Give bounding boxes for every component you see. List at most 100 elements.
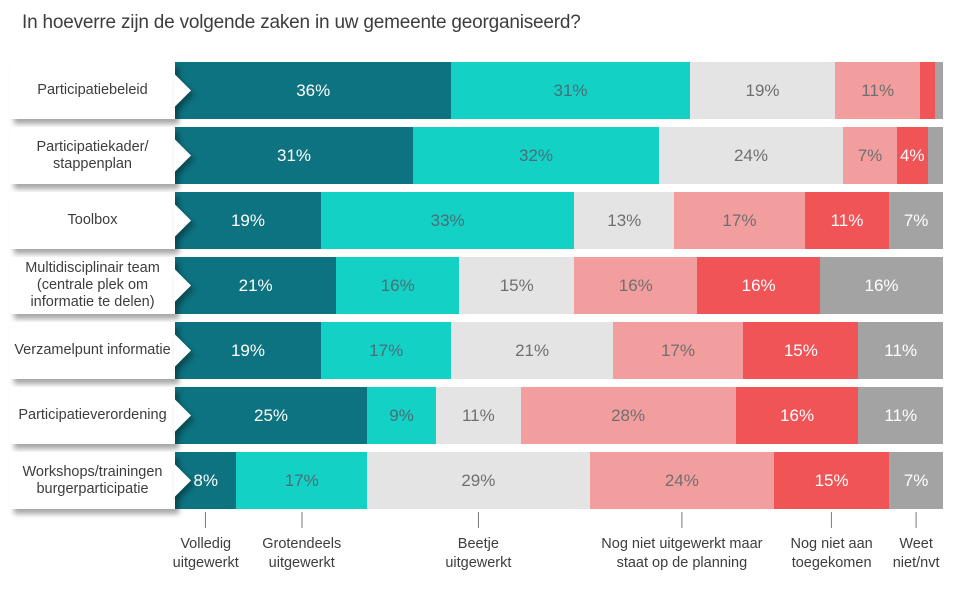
bar-segment: 11% <box>858 387 943 444</box>
bar-segment: 17% <box>612 322 744 379</box>
bar-segment: 13% <box>574 192 675 249</box>
category-label: Multidisciplinair team (centrale plek om i… <box>10 257 191 314</box>
bar-segment <box>935 62 943 119</box>
bar-segment: 11% <box>804 192 890 249</box>
legend-tick-line <box>681 512 683 528</box>
category-label-line: burgerparticipatie <box>36 480 149 497</box>
stacked-bar: 21% 16% 15% 16% 16% 16% <box>175 257 943 314</box>
category-label-line: Verzamelpunt informatie <box>14 342 171 358</box>
bar-segment: 7% <box>889 192 943 249</box>
arrow-right-shape <box>174 138 191 173</box>
category-label: Participatiekader/stappenplan <box>10 127 191 184</box>
arrow-right-shape <box>174 398 191 433</box>
bar-segment <box>927 127 943 184</box>
category-label-line: Toolbox <box>67 212 118 228</box>
legend-label-line: staat op de planning <box>616 555 748 571</box>
legend-label: Nog niet uitgewerkt maar staat op de plan… <box>601 535 762 573</box>
legend-item: Grotendeels uitgewerkt <box>262 512 341 573</box>
chart-row: Multidisciplinair team (centrale plek om i… <box>0 257 968 314</box>
legend-label-line: Nog niet aan <box>790 536 873 552</box>
stacked-bar: 8% 17% 29% 24% 15% 7% <box>175 452 943 509</box>
bar-segment: 16% <box>735 387 859 444</box>
bar-segment: 16% <box>336 257 460 314</box>
legend-label-line: niet/nvt <box>892 555 940 571</box>
bar-segment: 24% <box>658 127 844 184</box>
chart-row: Toolbox 19% 33% 13% 17% 11% 7% <box>0 192 968 249</box>
category-label-line: stappenplan <box>52 155 132 172</box>
arrow-right-shape <box>174 73 191 108</box>
label-arrow-icon <box>174 268 191 303</box>
bar-segment: 4% <box>896 127 928 184</box>
legend: Volledig uitgewerkt Grotendeels uitgewerkt B… <box>173 512 943 597</box>
legend-label-line: Volledig <box>180 536 232 552</box>
legend-item: Weet niet/nvt <box>893 512 940 573</box>
category-label: Toolbox <box>10 192 191 249</box>
bar-segment: 21% <box>175 257 337 314</box>
chart-row: Participatiekader/stappenplan 31% 32% 24% 7%… <box>0 127 968 184</box>
bar-segment: 16% <box>820 257 943 314</box>
arrow-right-shape <box>174 333 191 368</box>
legend-tick-line <box>915 512 917 528</box>
label-arrow-icon <box>174 463 191 498</box>
legend-item: Beetje uitgewerkt <box>445 512 511 573</box>
category-label: Participatiebeleid <box>10 62 191 119</box>
stacked-bar: 31% 32% 24% 7% 4% <box>175 127 943 184</box>
bar-segment: 7% <box>843 127 897 184</box>
bar-segment: 16% <box>697 257 821 314</box>
legend-tick-line <box>831 512 833 528</box>
label-arrow-icon <box>174 138 191 173</box>
legend-label: Weet niet/nvt <box>893 535 940 573</box>
chart-row: Workshops/trainingen burgerparticipatie 8%… <box>0 452 968 509</box>
bar-segment: 11% <box>835 62 920 119</box>
legend-label-line: Grotendeels <box>262 536 342 552</box>
arrow-right-shape <box>174 268 191 303</box>
bar-segment: 24% <box>589 452 775 509</box>
bar-segment: 15% <box>459 257 575 314</box>
legend-label-line: Beetje <box>457 536 499 552</box>
bar-segment: 9% <box>367 387 437 444</box>
category-label: Participatieverordening <box>10 387 191 444</box>
legend-tick-line <box>205 512 207 528</box>
legend-label-line: Weet <box>899 536 933 552</box>
bar-segment: 17% <box>320 322 452 379</box>
bar-segment: 28% <box>520 387 736 444</box>
bar-segment: 7% <box>889 452 943 509</box>
bar-segment: 19% <box>689 62 836 119</box>
bar-segment: 32% <box>413 127 659 184</box>
category-label: Verzamelpunt informatie <box>10 322 191 379</box>
chart-title: In hoeverre zijn de volgende zaken in uw… <box>22 12 581 33</box>
label-arrow-icon <box>174 203 191 238</box>
bar-segment: 15% <box>743 322 859 379</box>
bar-segment: 31% <box>175 127 414 184</box>
legend-label-line: uitgewerkt <box>445 555 512 571</box>
bar-segment: 36% <box>175 62 452 119</box>
bar-segment: 16% <box>574 257 698 314</box>
legend-item: Volledig uitgewerkt <box>173 512 239 573</box>
arrow-right-shape <box>174 463 191 498</box>
legend-item: Nog niet uitgewerkt maar staat op de plan… <box>601 512 762 573</box>
stacked-bar: 25% 9% 11% 28% 16% 11% <box>175 387 943 444</box>
category-label-line: Participatiebeleid <box>37 82 148 98</box>
bar-segment: 11% <box>436 387 521 444</box>
bar-segment: 31% <box>451 62 690 119</box>
label-arrow-icon <box>174 73 191 108</box>
bar-segment: 33% <box>320 192 575 249</box>
stacked-bar: 36% 31% 19% 11% <box>175 62 943 119</box>
legend-label-line: toegekomen <box>791 555 872 571</box>
label-arrow-icon <box>174 398 191 433</box>
legend-label-line: Nog niet uitgewerkt maar <box>601 536 763 552</box>
chart-row: Participatieverordening 25% 9% 11% 28% 16% 11% <box>0 387 968 444</box>
legend-label: Nog niet aan toegekomen <box>791 535 873 573</box>
bar-segment <box>919 62 936 119</box>
bar-segment: 11% <box>858 322 943 379</box>
bar-segment: 17% <box>674 192 805 249</box>
category-label-line: Workshops/trainingen <box>22 463 163 480</box>
bar-segment: 17% <box>236 452 367 509</box>
legend-label-line: uitgewerkt <box>268 555 335 571</box>
category-label-line: Participatiekader/ <box>36 138 149 155</box>
bar-segment: 25% <box>175 387 367 444</box>
chart-row: Verzamelpunt informatie 19% 17% 21% 17% 15% 11… <box>0 322 968 379</box>
bar-segment: 15% <box>774 452 890 509</box>
label-arrow-icon <box>174 333 191 368</box>
legend-label: Volledig uitgewerkt <box>173 535 239 573</box>
